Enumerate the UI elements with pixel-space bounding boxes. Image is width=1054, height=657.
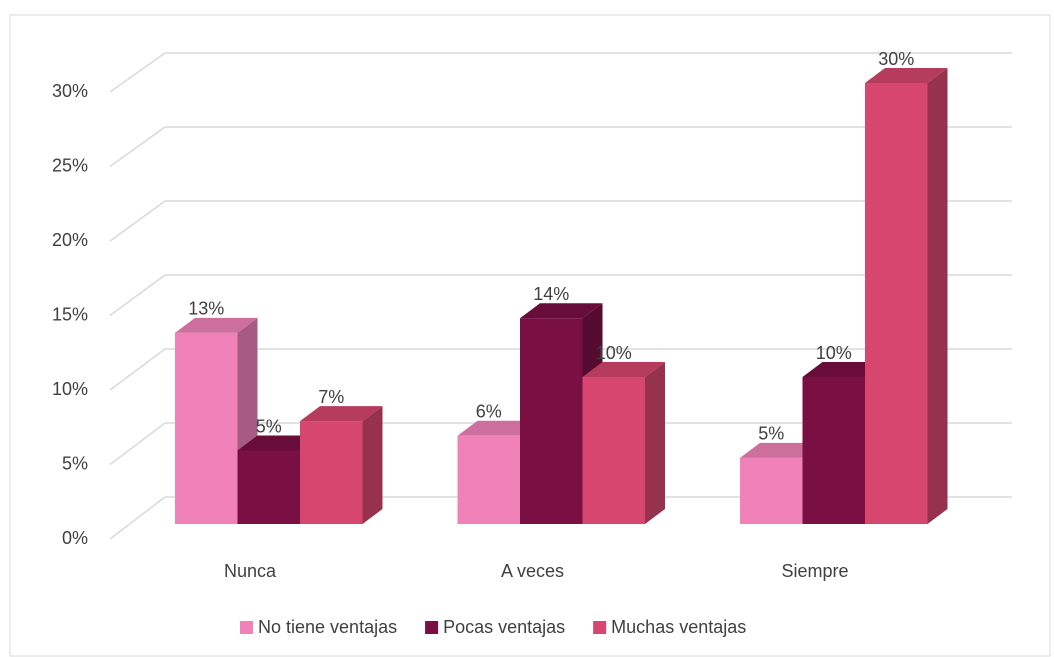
bar-top — [175, 317, 258, 333]
bar — [300, 421, 363, 524]
y-tick-label: 0% — [62, 528, 88, 548]
data-label: 30% — [878, 49, 914, 69]
grid-line-side — [109, 200, 166, 242]
y-tick-label: 30% — [52, 81, 88, 101]
x-tick-label: Siempre — [781, 561, 848, 581]
y-tick-label: 10% — [52, 379, 88, 399]
legend-label: No tiene ventajas — [258, 617, 397, 637]
legend-label: Muchas ventajas — [611, 617, 746, 637]
bar-top — [237, 435, 320, 451]
grid-line-side — [109, 496, 166, 540]
data-label: 13% — [188, 299, 224, 319]
bar-side — [927, 68, 948, 524]
bar-top — [865, 68, 948, 83]
bar — [802, 377, 865, 524]
bar — [237, 450, 300, 524]
data-label: 10% — [596, 343, 632, 363]
bar-side — [362, 406, 383, 524]
grid-line-side — [109, 126, 166, 168]
bar-top — [802, 362, 885, 377]
bar — [457, 435, 520, 524]
legend-swatch — [425, 621, 439, 634]
legend-label: Pocas ventajas — [443, 617, 565, 637]
chart-border — [9, 14, 1051, 657]
data-label: 7% — [318, 387, 344, 407]
bar — [865, 83, 928, 524]
bar — [520, 318, 583, 524]
legend-swatch — [593, 621, 607, 634]
legend-swatch — [240, 621, 253, 634]
bar — [582, 377, 645, 524]
grid-line-side — [109, 274, 166, 317]
data-label: 6% — [476, 402, 502, 422]
x-tick-label: A veces — [501, 561, 564, 581]
bar-top — [457, 420, 540, 436]
grid-line-side — [109, 348, 166, 391]
bar — [175, 332, 238, 524]
grid-line-side — [109, 422, 166, 466]
y-tick-label: 25% — [52, 155, 88, 175]
bar-side — [645, 362, 665, 524]
bar-top — [520, 303, 603, 319]
x-tick-label: Nunca — [224, 561, 277, 581]
y-tick-label: 5% — [62, 453, 88, 473]
bar-top — [740, 442, 823, 458]
data-label: 10% — [816, 343, 852, 363]
y-tick-label: 20% — [52, 230, 88, 250]
data-label: 5% — [256, 416, 282, 436]
data-label: 14% — [533, 284, 569, 304]
bar — [740, 457, 803, 524]
bar-top — [300, 406, 383, 422]
data-label: 5% — [758, 424, 784, 444]
y-tick-label: 15% — [52, 304, 88, 324]
grid-line-side — [109, 52, 166, 93]
bar-top — [582, 362, 665, 377]
